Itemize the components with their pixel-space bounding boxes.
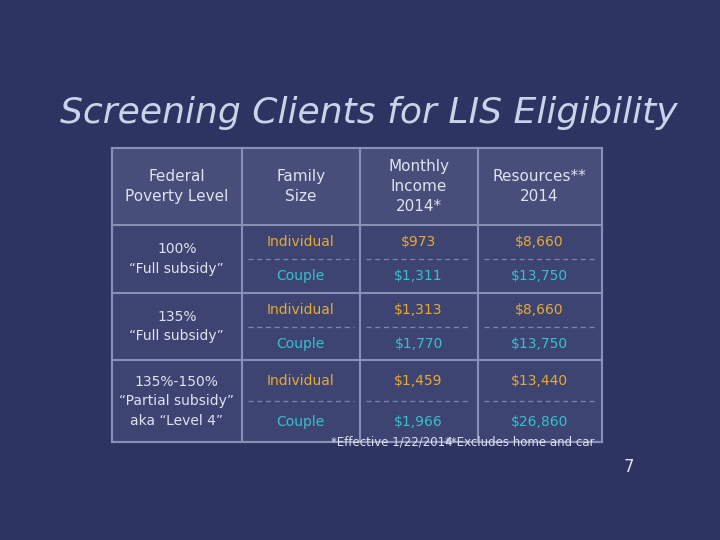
Text: 135%-150%
“Partial subsidy”
aka “Level 4”: 135%-150% “Partial subsidy” aka “Level 4… bbox=[120, 375, 234, 428]
Text: **Excludes home and car: **Excludes home and car bbox=[446, 436, 595, 449]
Text: Couple: Couple bbox=[276, 415, 325, 429]
Text: $13,750: $13,750 bbox=[511, 269, 568, 283]
Text: $8,660: $8,660 bbox=[516, 235, 564, 249]
Text: $13,440: $13,440 bbox=[511, 374, 568, 388]
Text: Individual: Individual bbox=[267, 374, 335, 388]
Text: Couple: Couple bbox=[276, 269, 325, 283]
Text: $26,860: $26,860 bbox=[510, 415, 568, 429]
Text: Federal
Poverty Level: Federal Poverty Level bbox=[125, 169, 228, 204]
Text: Resources**
2014: Resources** 2014 bbox=[492, 169, 586, 204]
Text: Family
Size: Family Size bbox=[276, 169, 325, 204]
Text: $1,770: $1,770 bbox=[395, 336, 443, 350]
Text: Couple: Couple bbox=[276, 336, 325, 350]
Text: 100%
“Full subsidy”: 100% “Full subsidy” bbox=[130, 242, 224, 275]
Text: $973: $973 bbox=[401, 235, 436, 249]
Bar bbox=[112, 148, 601, 225]
Text: 7: 7 bbox=[624, 458, 634, 476]
Text: Individual: Individual bbox=[267, 302, 335, 316]
Text: $1,311: $1,311 bbox=[395, 269, 443, 283]
Text: $1,313: $1,313 bbox=[395, 302, 443, 316]
Text: $13,750: $13,750 bbox=[511, 336, 568, 350]
Bar bbox=[112, 148, 601, 442]
Text: Screening Clients for LIS Eligibility: Screening Clients for LIS Eligibility bbox=[60, 96, 678, 130]
Text: $1,459: $1,459 bbox=[395, 374, 443, 388]
Text: 135%
“Full subsidy”: 135% “Full subsidy” bbox=[130, 310, 224, 343]
Text: Individual: Individual bbox=[267, 235, 335, 249]
Text: $8,660: $8,660 bbox=[516, 302, 564, 316]
Text: Monthly
Income
2014*: Monthly Income 2014* bbox=[388, 159, 449, 214]
Text: $1,966: $1,966 bbox=[395, 415, 443, 429]
Text: *Effective 1/22/2014: *Effective 1/22/2014 bbox=[331, 436, 453, 449]
